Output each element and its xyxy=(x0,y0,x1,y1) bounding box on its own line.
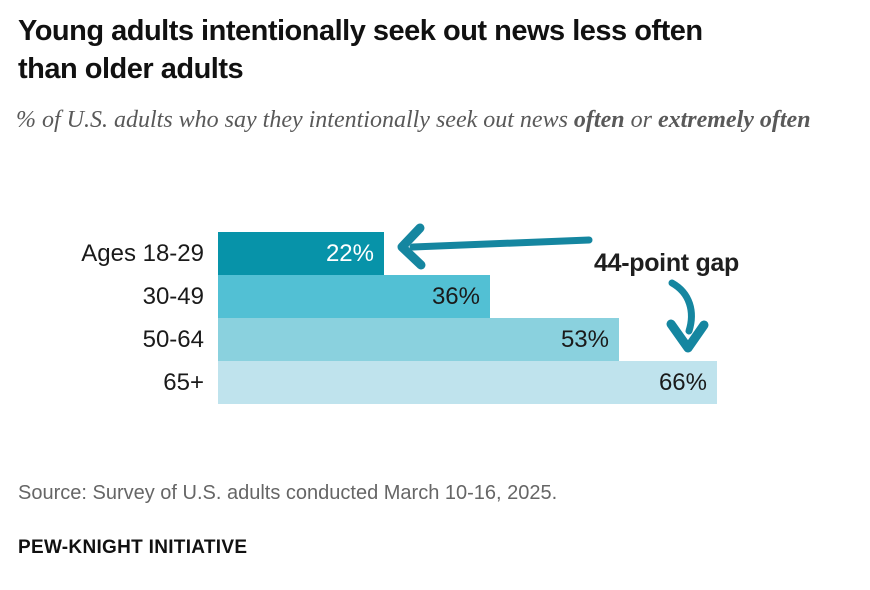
chart-row: 65+ 66% xyxy=(0,361,870,404)
chart-row: 30-49 36% xyxy=(0,275,870,318)
bar: 36% xyxy=(218,275,490,318)
page-title: Young adults intentionally seek out news… xyxy=(18,15,703,86)
category-label: 30-49 xyxy=(142,283,204,310)
chart-row: Ages 18-29 22% xyxy=(0,232,870,275)
bar: 53% xyxy=(218,318,619,361)
bar-chart: Ages 18-29 22% 30-49 36% 50-64 53% 65+ 66% xyxy=(0,232,870,404)
bar: 22% xyxy=(218,232,384,275)
value-label: 53% xyxy=(560,326,609,353)
bar-track: 53% xyxy=(218,318,619,361)
value-label: 36% xyxy=(431,283,480,310)
brand-footer: PEW-KNIGHT INITIATIVE xyxy=(18,537,248,558)
bar-track: 66% xyxy=(218,361,717,404)
chart-row: 50-64 53% xyxy=(0,318,870,361)
value-label: 22% xyxy=(325,240,374,267)
bar-track: 36% xyxy=(218,275,490,318)
source-note: Source: Survey of U.S. adults conducted … xyxy=(18,482,558,504)
bar-track: 22% xyxy=(218,232,384,275)
category-label: 65+ xyxy=(163,369,204,396)
chart-subtitle: % of U.S. adults who say they intentiona… xyxy=(16,107,811,133)
category-label: Ages 18-29 xyxy=(81,240,204,267)
gap-annotation: 44-point gap xyxy=(594,249,740,277)
category-label: 50-64 xyxy=(142,326,204,353)
bar: 66% xyxy=(218,361,717,404)
value-label: 66% xyxy=(658,369,707,396)
